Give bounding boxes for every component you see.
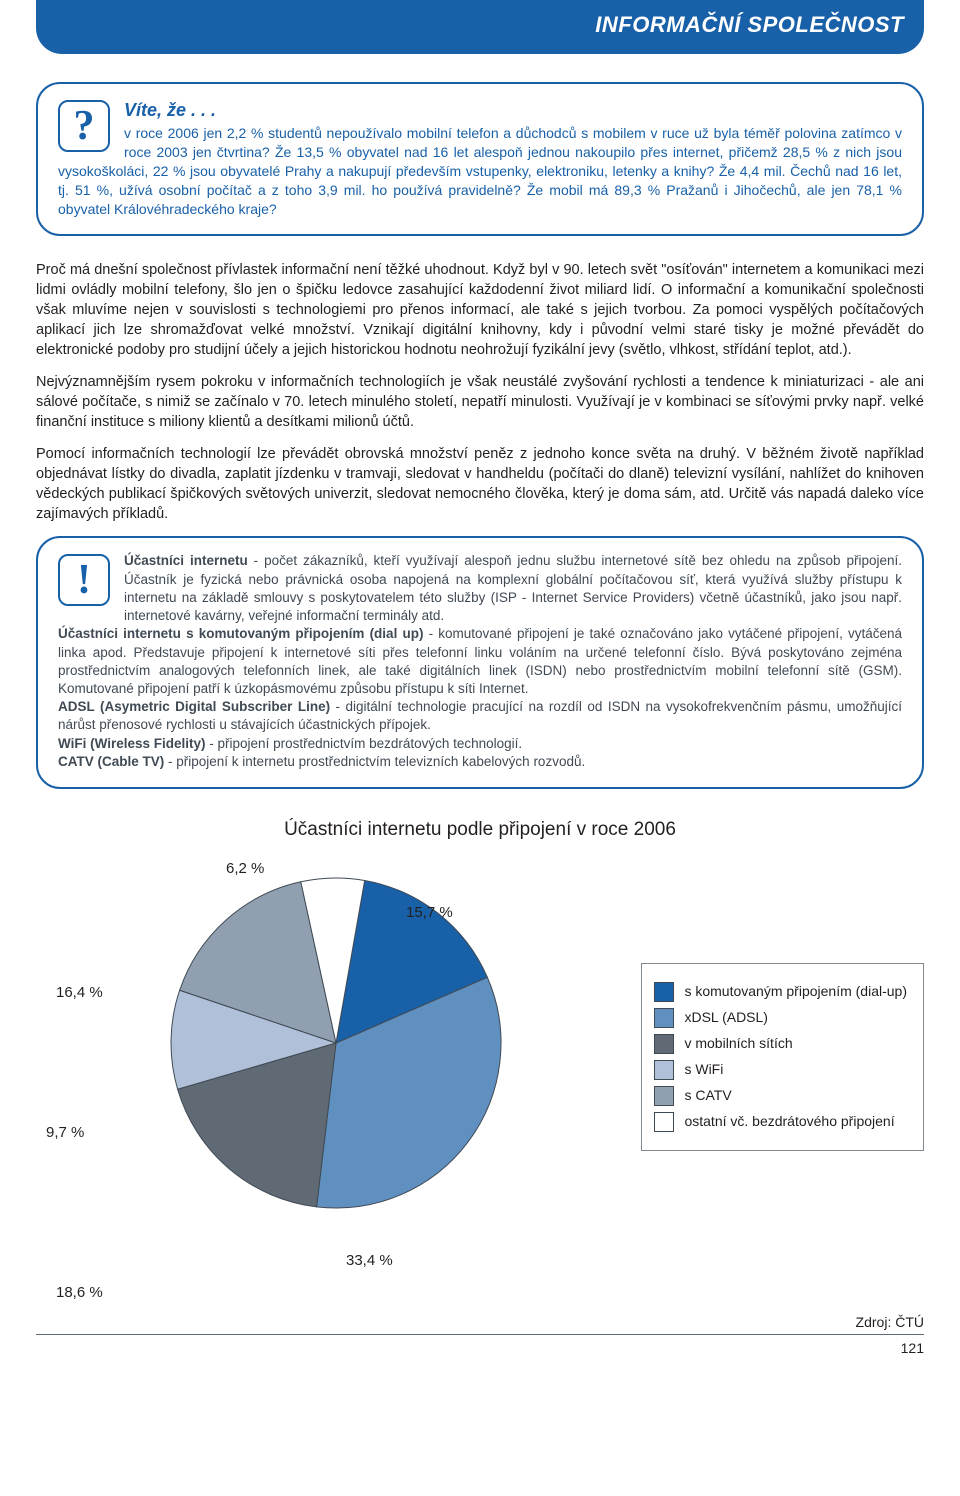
chart-section: Účastníci internetu podle připojení v ro…: [36, 817, 924, 1357]
legend-swatch: [654, 982, 674, 1002]
body-text: Proč má dnešní společnost přívlastek inf…: [36, 260, 924, 524]
legend-swatch: [654, 1112, 674, 1132]
legend-label: v mobilních sítích: [684, 1034, 792, 1053]
page-number: 121: [36, 1339, 924, 1358]
question-icon: ?: [58, 100, 110, 152]
definitions-box: ! Účastníci internetu - počet zákazníků,…: [36, 536, 924, 789]
definitions-text: Účastníci internetu - počet zákazníků, k…: [58, 553, 902, 768]
chart-source: Zdroj: ČTÚ: [856, 1313, 924, 1332]
slice-percent-label: 33,4 %: [346, 1251, 393, 1271]
legend-item: s WiFi: [654, 1060, 907, 1080]
chart-footer: Zdroj: ČTÚ: [36, 1313, 924, 1335]
legend-swatch: [654, 1008, 674, 1028]
legend-swatch: [654, 1086, 674, 1106]
legend-swatch: [654, 1060, 674, 1080]
paragraph-1: Proč má dnešní společnost přívlastek inf…: [36, 260, 924, 360]
legend-item: s komutovaným připojením (dial-up): [654, 982, 907, 1002]
legend-label: s komutovaným připojením (dial-up): [684, 982, 907, 1001]
legend-item: v mobilních sítích: [654, 1034, 907, 1054]
slice-percent-label: 6,2 %: [226, 859, 264, 879]
did-you-know-title: Víte, že . . .: [58, 98, 902, 122]
did-you-know-box: ? Víte, že . . . v roce 2006 jen 2,2 % s…: [36, 82, 924, 237]
exclamation-icon: !: [58, 554, 110, 606]
slice-percent-label: 15,7 %: [406, 903, 453, 923]
legend-label: ostatní vč. bezdrátového připojení: [684, 1112, 894, 1131]
did-you-know-text: v roce 2006 jen 2,2 % studentů nepoužíva…: [58, 124, 902, 218]
page-banner: INFORMAČNÍ SPOLEČNOST: [36, 0, 924, 54]
legend-item: s CATV: [654, 1086, 907, 1106]
legend-item: xDSL (ADSL): [654, 1008, 907, 1028]
slice-percent-label: 9,7 %: [46, 1123, 84, 1143]
slice-percent-label: 18,6 %: [56, 1283, 103, 1303]
paragraph-2: Nejvýznamnějším rysem pokroku v informač…: [36, 372, 924, 432]
pie-chart: 15,7 % 33,4 % 18,6 % 9,7 % 16,4 % 6,2 % s kom…: [36, 853, 924, 1313]
legend-label: s CATV: [684, 1086, 731, 1105]
legend-label: xDSL (ADSL): [684, 1008, 768, 1027]
slice-percent-label: 16,4 %: [56, 983, 103, 1003]
legend-label: s WiFi: [684, 1060, 723, 1079]
chart-legend: s komutovaným připojením (dial-up) xDSL (…: [641, 963, 924, 1151]
legend-item: ostatní vč. bezdrátového připojení: [654, 1112, 907, 1132]
paragraph-3: Pomocí informačních technologií lze přev…: [36, 444, 924, 524]
chart-title: Účastníci internetu podle připojení v ro…: [36, 817, 924, 843]
legend-swatch: [654, 1034, 674, 1054]
